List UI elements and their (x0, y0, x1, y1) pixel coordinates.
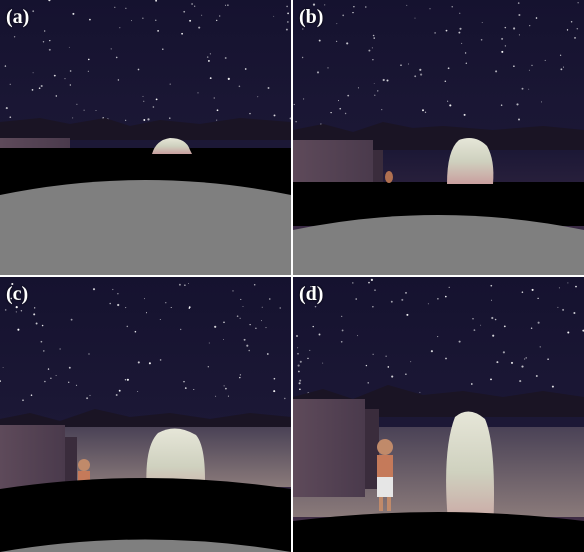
stars (293, 2, 579, 125)
scene-a (0, 0, 291, 275)
scene-d (293, 277, 584, 552)
scene-b (293, 0, 584, 275)
human-figure (385, 171, 393, 183)
panel-d: (d) (293, 277, 584, 552)
stars (0, 282, 286, 402)
human-figure (377, 439, 393, 511)
panel-label: (a) (6, 6, 30, 28)
panel-b: (b) (293, 0, 584, 275)
panel-label: (d) (299, 283, 324, 305)
panel-label: (b) (299, 6, 324, 28)
panel-label: (c) (6, 283, 29, 305)
standing-stone (152, 138, 192, 154)
stars (296, 278, 584, 401)
standing-stone (446, 411, 494, 533)
panel-c: (c) (0, 277, 291, 552)
scene-c (0, 277, 291, 552)
panel-a: (a) (0, 0, 291, 275)
standing-stone (447, 138, 494, 184)
